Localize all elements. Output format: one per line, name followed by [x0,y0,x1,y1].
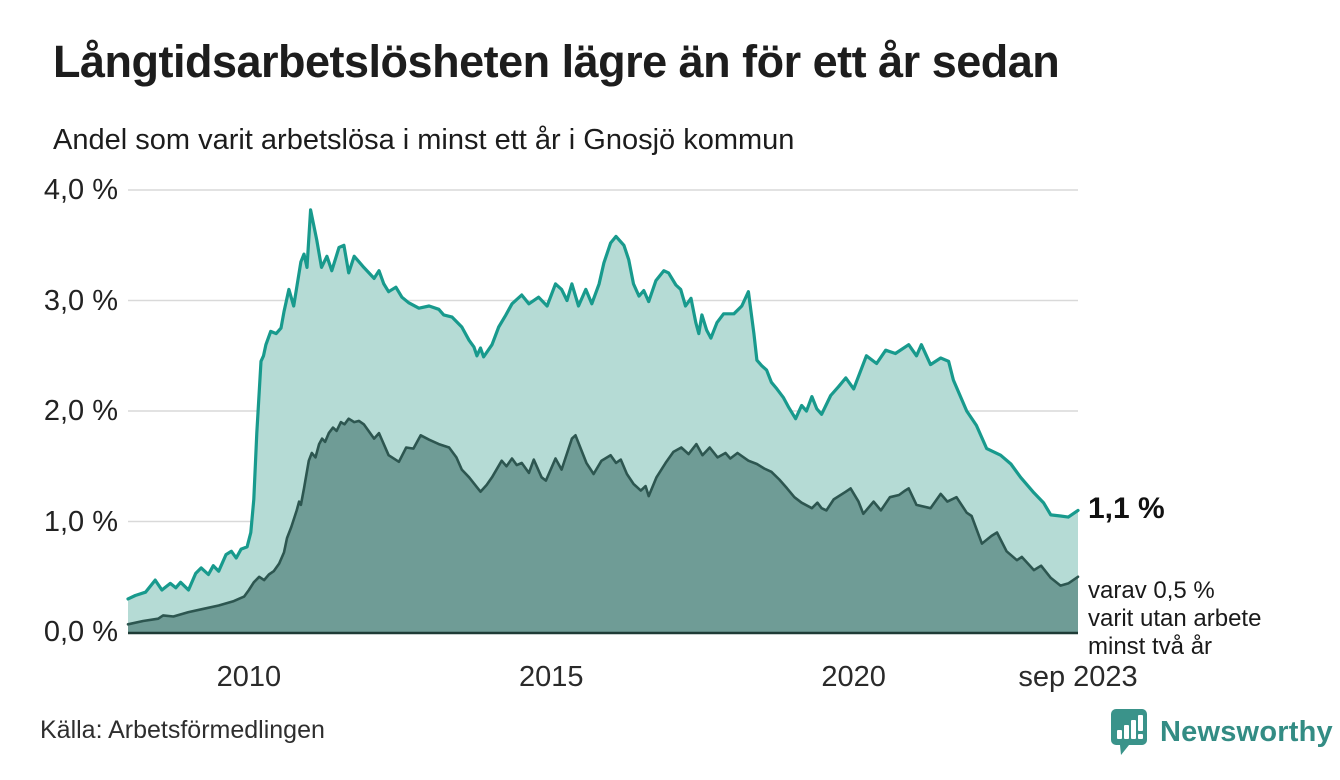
x-tick-label: 2010 [216,661,282,693]
area-2yr [128,418,1078,632]
y-tick-label: 1,0 % [43,505,118,538]
y-tick-label: 0,0 % [43,616,118,648]
x-tick-label: sep 2023 [1018,661,1138,693]
y-tick-label: 3,0 % [43,284,118,317]
line-2yr [126,417,1080,626]
latest-value-label: 1,1 % [1088,492,1165,525]
breakdown-line-1: varav 0,5 % [1088,577,1215,604]
x-tick-label: 2020 [821,661,886,693]
breakdown-line-3: minst två år [1088,633,1213,660]
breakdown-line-2: varit utan arbete [1088,605,1262,632]
source-credit: Källa: Arbetsförmedlingen [40,716,325,744]
chart-subtitle: Andel som varit arbetslösa i minst ett å… [53,124,795,156]
y-tick-label: 2,0 % [43,395,118,427]
x-tick-label: 2015 [519,661,584,693]
newsworthy-speech-bubble-icon [1111,709,1147,755]
line-1yr [126,208,1080,601]
newsworthy-logo: Newsworthy [1108,706,1333,758]
newsworthy-wordmark: Newsworthy [1160,715,1333,748]
breakdown-annotation: varav 0,5 % varit utan arbete minst två … [1088,577,1328,661]
page-title: Långtidsarbetslösheten lägre än för ett … [53,36,1060,87]
y-tick-label: 4,0 % [43,174,118,206]
